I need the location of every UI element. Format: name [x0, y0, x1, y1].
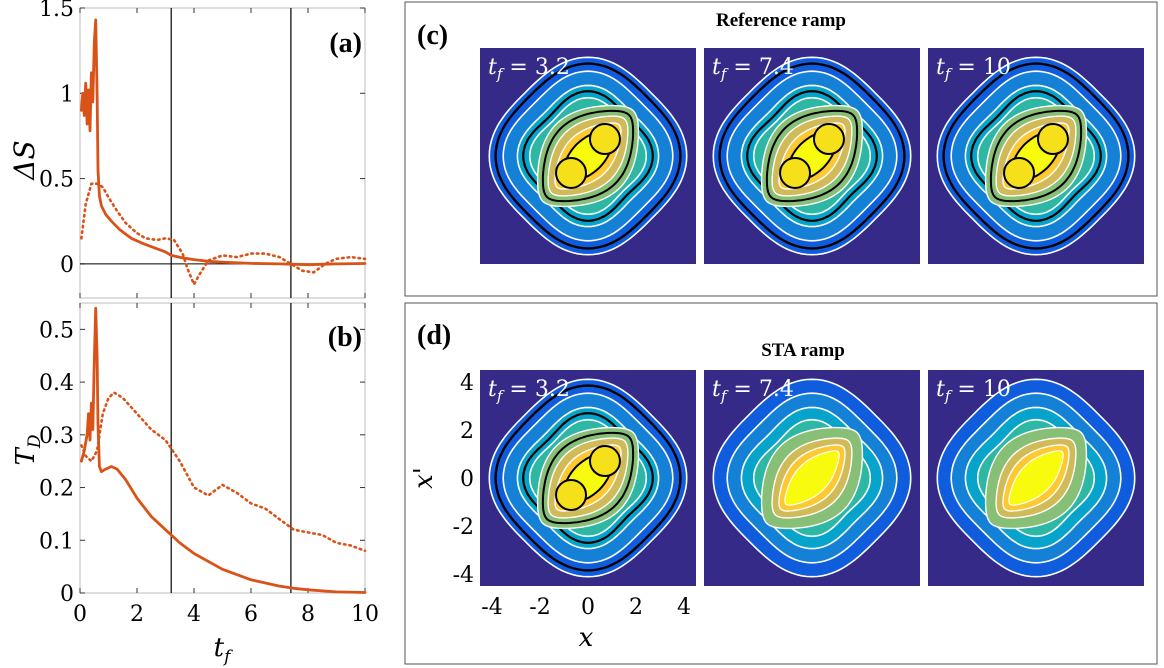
contour-line [942, 62, 1130, 250]
density-peak [555, 156, 588, 189]
panel-d-xlabel: x [579, 623, 594, 653]
panel-b-label: (b) [328, 322, 362, 353]
density-peak [1036, 123, 1069, 156]
panel-a-delta-s-plot: 0 0.5 1 1.5 (a) ΔS [8, 0, 367, 299]
series-dotted-line [80, 391, 367, 553]
series-solid-line [80, 306, 367, 594]
density-peak [555, 478, 588, 511]
contour-line [989, 109, 1083, 203]
ytick-label: 0 [60, 582, 74, 607]
ytick-label: 0.5 [39, 168, 74, 193]
xtick-label: 4 [187, 602, 201, 627]
panel-b-series [80, 306, 367, 594]
ytick-label: 4 [460, 371, 474, 396]
density-heatmap: tf = 3.2 [480, 48, 696, 264]
xtick-label: -2 [529, 595, 550, 620]
contour-line [541, 431, 635, 525]
ytick-label: 1.5 [39, 0, 74, 22]
panel-a-vertical-lines [170, 8, 292, 298]
contour-core [1008, 450, 1064, 506]
frame-time-label: tf = 7.4 [712, 55, 794, 83]
density-peak [588, 445, 621, 478]
panel-a-axes-box [79, 7, 366, 299]
density-peak [812, 123, 845, 156]
panel-d-xtick-labels: -4 -2 0 2 4 [481, 595, 691, 620]
ytick-label: 0 [60, 253, 74, 278]
ytick-label: -4 [453, 563, 474, 588]
contour-line [541, 109, 635, 203]
panel-c-frame [404, 1, 1158, 297]
panel-c-label: (c) [417, 20, 448, 51]
xtick-label: 0 [581, 595, 595, 620]
xtick-label: 4 [677, 595, 691, 620]
ytick-label: 0.2 [39, 477, 74, 502]
density-peak [1003, 156, 1036, 189]
panel-b-xtick-labels: 0 2 4 6 8 10 [73, 602, 379, 627]
panel-d-heatmaps: tf = 3.2 tf = 7.4 tf = 10 [480, 370, 1144, 586]
frame-time-label: tf = 3.2 [488, 55, 570, 83]
contour-line [494, 384, 682, 572]
density-heatmap: tf = 7.4 [704, 48, 920, 264]
panel-d-frame [404, 302, 1158, 665]
frame-time-label: tf = 7.4 [712, 377, 794, 405]
ytick-label: 0 [460, 467, 474, 492]
panel-c-heatmaps: tf = 3.2 tf = 7.4 tf = 10 [480, 48, 1144, 264]
panel-a-series [80, 18, 367, 286]
contour-line [765, 109, 859, 203]
panel-a-ylabel: ΔS [8, 140, 41, 180]
contour-core [784, 450, 840, 506]
panel-d-title: STA ramp [761, 340, 845, 361]
panel-b-ylabel: TD [11, 434, 45, 465]
ytick-label: 1 [60, 82, 74, 107]
xtick-label: 2 [130, 602, 144, 627]
xtick-label: -4 [481, 595, 502, 620]
density-heatmap: tf = 10 [928, 48, 1144, 264]
panel-d-ytick-labels: -4 -2 0 2 4 [453, 371, 474, 588]
series-solid-line [80, 18, 367, 267]
density-peak [779, 156, 812, 189]
series-dotted-line [80, 182, 367, 286]
panel-b-trace-distance-plot: 0 0.1 0.2 0.3 0.4 0.5 0 2 4 6 8 10 (b) TD tf [11, 302, 379, 667]
density-heatmap: tf = 7.4 [704, 370, 920, 586]
xtick-label: 0 [73, 602, 87, 627]
frame-time-label: tf = 10 [936, 377, 1011, 405]
panel-b-xlabel: tf [214, 633, 233, 667]
ytick-label: 0.4 [39, 371, 74, 396]
ytick-label: -2 [453, 515, 474, 540]
ytick-label: 2 [460, 419, 474, 444]
contour-line [494, 62, 682, 250]
xtick-label: 10 [351, 602, 379, 627]
frame-time-label: tf = 3.2 [488, 377, 570, 405]
ytick-label: 0.5 [39, 318, 74, 343]
density-heatmap: tf = 10 [928, 370, 1144, 586]
panel-a-ytick-labels: 0 0.5 1 1.5 [39, 0, 74, 278]
density-peak [588, 123, 621, 156]
panel-d-sta-ramp: (d) STA ramp tf = 3.2 tf = 7.4 tf = 10 -4-… [404, 302, 1158, 665]
panel-c-title: Reference ramp [716, 10, 846, 31]
panel-c-reference-ramp: (c) Reference ramp tf = 3.2 tf = 7.4 tf = … [404, 1, 1158, 297]
frame-time-label: tf = 10 [936, 55, 1011, 83]
density-heatmap: tf = 3.2 [480, 370, 696, 586]
panel-b-ytick-labels: 0 0.1 0.2 0.3 0.4 0.5 [39, 318, 74, 607]
panel-d-ylabel: x' [409, 467, 439, 489]
panel-b-axes-box [79, 302, 366, 594]
contour-line [718, 62, 906, 250]
panel-d-label: (d) [417, 320, 451, 351]
ytick-label: 0.1 [39, 529, 74, 554]
xtick-label: 6 [244, 602, 258, 627]
ytick-label: 0.3 [39, 424, 74, 449]
xtick-label: 2 [629, 595, 643, 620]
xtick-label: 8 [301, 602, 315, 627]
panel-a-label: (a) [329, 28, 362, 59]
